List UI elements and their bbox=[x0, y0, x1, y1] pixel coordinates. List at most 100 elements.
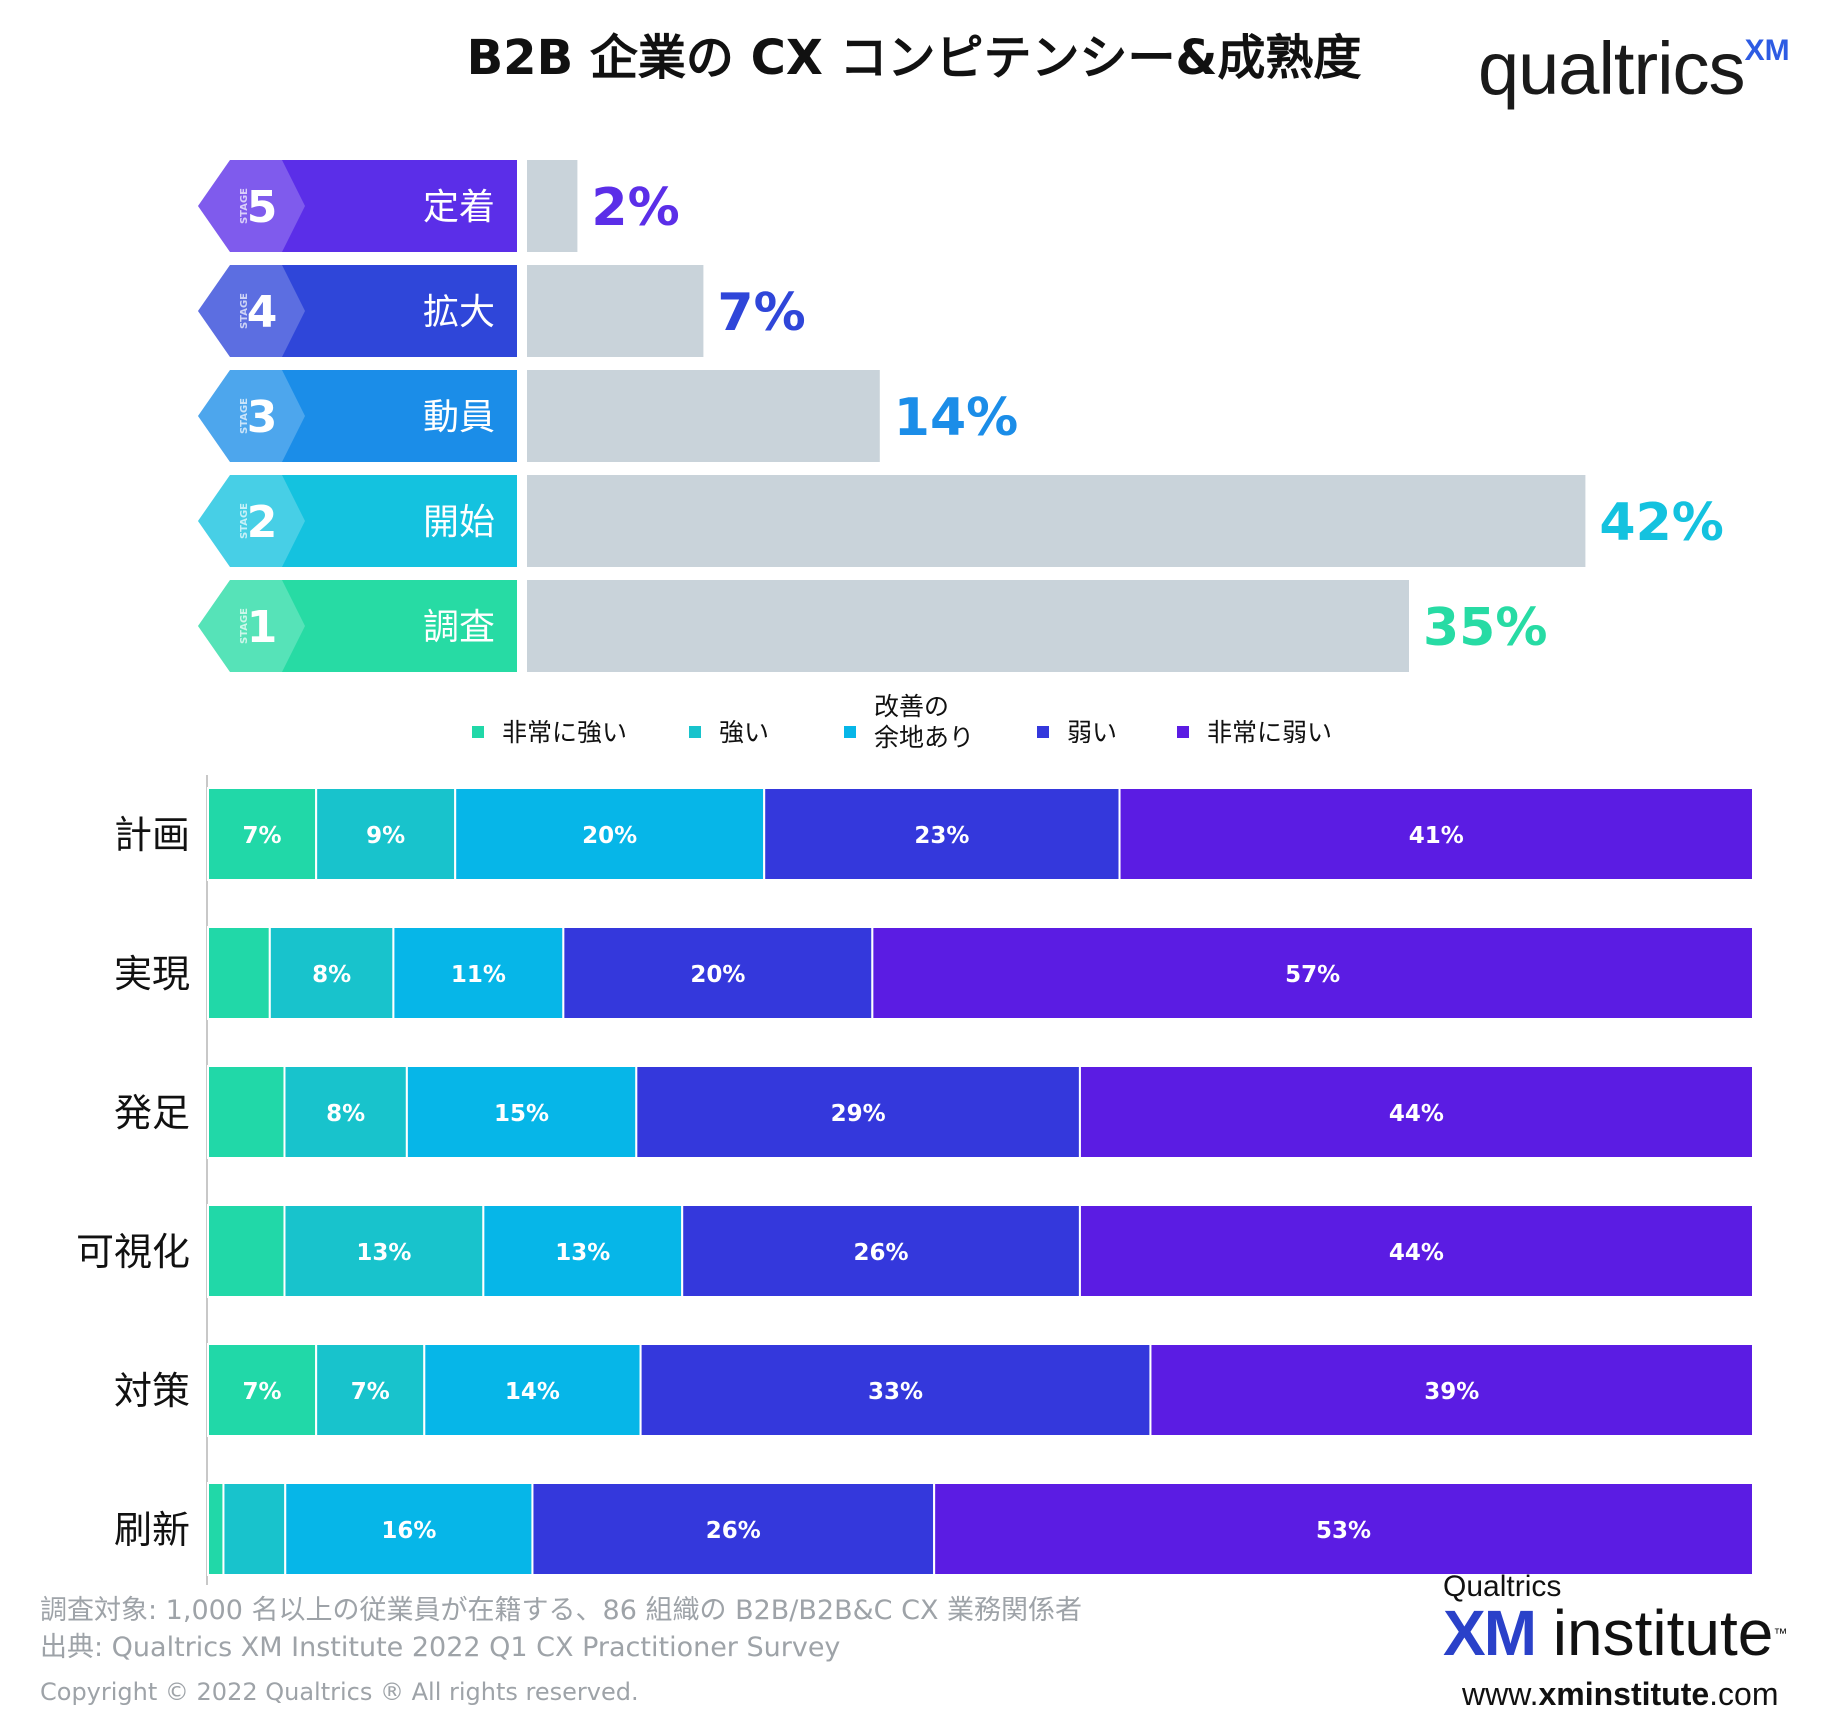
xm-institute-url: www.xminstitute.com bbox=[1462, 1676, 1779, 1712]
segment-label: 57% bbox=[1285, 962, 1340, 988]
stacked-segment bbox=[284, 1482, 534, 1576]
segment-label: 8% bbox=[326, 1101, 365, 1127]
segment-label: 20% bbox=[582, 823, 637, 849]
segment-label: 8% bbox=[312, 962, 351, 988]
stage-bar bbox=[527, 265, 704, 357]
legend-label: 非常に弱い bbox=[1207, 718, 1332, 747]
stacked-segment bbox=[207, 787, 318, 881]
stacked-segment bbox=[268, 926, 395, 1020]
legend-swatch bbox=[1037, 726, 1049, 738]
segment-label: 7% bbox=[243, 823, 282, 849]
segment-label: 14% bbox=[505, 1379, 560, 1405]
source-note: 出典: Qualtrics XM Institute 2022 Q1 CX Pr… bbox=[40, 1632, 841, 1663]
stage-badge bbox=[198, 160, 305, 252]
segment-label: 20% bbox=[690, 962, 745, 988]
segment-label: 44% bbox=[1389, 1240, 1444, 1266]
survey-note: 調査対象: 1,000 名以上の従業員が在籍する、86 組織の B2B/B2B&… bbox=[40, 1595, 1083, 1626]
stage-tag: STAGE bbox=[239, 188, 250, 224]
stage-name: 定着 bbox=[423, 187, 495, 228]
segment-label: 13% bbox=[555, 1240, 610, 1266]
stage-banner bbox=[198, 580, 517, 672]
stage-banner bbox=[198, 265, 517, 357]
stacked-segment bbox=[283, 1204, 485, 1298]
stage-tag: STAGE bbox=[239, 503, 250, 539]
segment-label: 23% bbox=[914, 823, 969, 849]
stacked-segment bbox=[639, 1343, 1152, 1437]
qualtrics-logo: qualtricsXM bbox=[1478, 27, 1790, 110]
segment-label: 41% bbox=[1409, 823, 1464, 849]
segment-label: 11% bbox=[451, 962, 506, 988]
stacked-segment bbox=[1078, 1065, 1754, 1159]
stage-tag: STAGE bbox=[239, 293, 250, 329]
stacked-segment bbox=[1078, 1204, 1754, 1298]
stage-percent: 2% bbox=[591, 178, 679, 238]
stage-name: 開始 bbox=[423, 502, 495, 543]
segment-label: 7% bbox=[351, 1379, 390, 1405]
stacked-row: 対策 7% 7% 14% 33% 39% bbox=[114, 1343, 1754, 1437]
legend-label: 非常に強い bbox=[502, 718, 627, 747]
segment-label: 15% bbox=[494, 1101, 549, 1127]
stacked-segment bbox=[635, 1065, 1081, 1159]
legend-label: 強い bbox=[719, 718, 769, 747]
stacked-segment bbox=[562, 926, 874, 1020]
segment-label: 39% bbox=[1424, 1379, 1479, 1405]
stacked-segment bbox=[1149, 1343, 1754, 1437]
category-label: 発足 bbox=[114, 1091, 190, 1135]
stage-badge bbox=[198, 580, 305, 672]
stacked-segment bbox=[315, 787, 457, 881]
legend-item: 非常に強い bbox=[472, 718, 627, 747]
legend-item: 非常に弱い bbox=[1177, 718, 1332, 747]
stage-badge bbox=[198, 265, 305, 357]
segment-label: 44% bbox=[1389, 1101, 1444, 1127]
stacked-segment bbox=[207, 1204, 286, 1298]
stacked-segment bbox=[207, 1065, 286, 1159]
legend-item: 弱い bbox=[1037, 718, 1117, 747]
legend-label: 改善の余地あり bbox=[874, 692, 974, 752]
stage-number: 1 bbox=[247, 602, 278, 653]
stacked-segment bbox=[1118, 787, 1755, 881]
stacked-segment bbox=[454, 787, 766, 881]
stage-percent: 7% bbox=[717, 283, 805, 343]
stage-bar bbox=[527, 160, 578, 252]
legend-item: 強い bbox=[689, 718, 769, 747]
competency-stacked-chart: 計画 7% 9% 20% 23% 41% 実現 8% 11% 20% 57% 発足 8% 15% 29% 44… bbox=[76, 775, 1755, 1585]
stacked-segment bbox=[222, 1482, 287, 1576]
stage-number: 4 bbox=[247, 287, 278, 338]
stacked-row: 実現 8% 11% 20% 57% bbox=[114, 926, 1754, 1020]
segment-label: 13% bbox=[356, 1240, 411, 1266]
stage-bar bbox=[527, 580, 1409, 672]
stacked-segment bbox=[207, 1343, 318, 1437]
legend-swatch bbox=[1177, 726, 1189, 738]
stacked-segment bbox=[207, 926, 271, 1020]
stage-name: 拡大 bbox=[423, 292, 495, 333]
stage-banner bbox=[198, 370, 517, 462]
segment-label: 33% bbox=[868, 1379, 923, 1405]
stacked-segment bbox=[283, 1065, 408, 1159]
chart-title: B2B 企業の CX コンピテンシー&成熟度 bbox=[466, 30, 1362, 86]
copyright-text: Copyright © 2022 Qualtrics ® All rights … bbox=[40, 1678, 639, 1706]
segment-label: 53% bbox=[1316, 1518, 1371, 1544]
xm-institute-qualtrics-label: Qualtrics bbox=[1443, 1570, 1562, 1603]
stage-bar bbox=[527, 370, 880, 462]
stacked-row: 発足 8% 15% 29% 44% bbox=[114, 1065, 1754, 1159]
segment-label: 29% bbox=[831, 1101, 886, 1127]
stage-name: 調査 bbox=[423, 607, 495, 648]
category-label: 計画 bbox=[114, 813, 190, 857]
stacked-row: 計画 7% 9% 20% 23% 41% bbox=[114, 787, 1755, 881]
stacked-segment bbox=[482, 1204, 684, 1298]
legend-swatch bbox=[689, 726, 701, 738]
stage-tag: STAGE bbox=[239, 608, 250, 644]
legend-swatch bbox=[472, 726, 484, 738]
segment-label: 26% bbox=[854, 1240, 909, 1266]
segment-label: 7% bbox=[243, 1379, 282, 1405]
stage-tag: STAGE bbox=[239, 398, 250, 434]
stage-number: 2 bbox=[247, 497, 278, 548]
stage-banner bbox=[198, 475, 517, 567]
stacked-segment bbox=[871, 926, 1754, 1020]
category-label: 可視化 bbox=[76, 1230, 190, 1274]
